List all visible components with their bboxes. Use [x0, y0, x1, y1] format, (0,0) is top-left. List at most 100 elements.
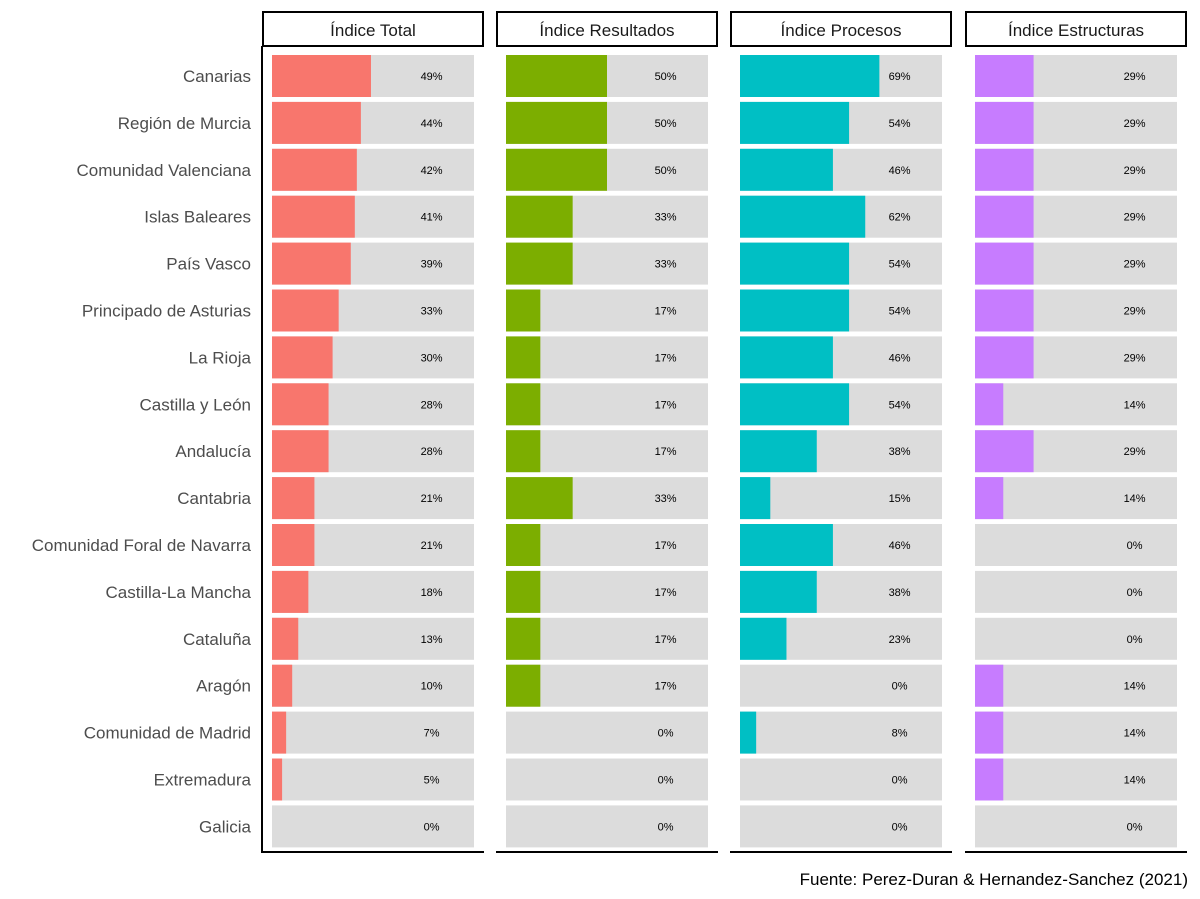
data-bar — [272, 711, 287, 754]
category-label: Principado de Asturias — [82, 302, 251, 321]
data-label: 28% — [421, 446, 443, 458]
data-bar — [740, 242, 850, 285]
data-bar — [975, 289, 1034, 332]
data-bar — [272, 242, 351, 285]
data-label: 0% — [658, 775, 674, 787]
category-label: Cataluña — [183, 630, 252, 649]
facet-strip — [496, 11, 718, 47]
background-bar — [506, 758, 708, 801]
data-label: 17% — [655, 634, 677, 646]
data-label: 23% — [889, 634, 911, 646]
data-bar — [740, 289, 850, 332]
data-label: 46% — [889, 540, 911, 552]
data-label: 17% — [655, 681, 677, 693]
facet-title: Índice Procesos — [781, 21, 902, 40]
data-bar — [975, 148, 1034, 191]
data-label: 8% — [892, 728, 908, 740]
background-bar — [975, 524, 1177, 566]
category-label: Castilla-La Mancha — [105, 583, 251, 602]
data-bar — [272, 383, 329, 426]
data-bar — [272, 570, 309, 613]
data-label: 33% — [655, 493, 677, 505]
category-label: Aragón — [196, 677, 251, 696]
data-bar — [506, 524, 541, 566]
data-label: 28% — [421, 399, 443, 411]
data-label: 30% — [421, 352, 443, 364]
data-label: 17% — [655, 446, 677, 458]
data-label: 0% — [424, 821, 440, 833]
data-bar — [272, 664, 293, 707]
data-label: 14% — [1124, 681, 1146, 693]
data-bar — [272, 477, 315, 520]
category-label: Andalucía — [175, 442, 251, 461]
data-label: 17% — [655, 540, 677, 552]
data-bar — [975, 101, 1034, 144]
data-label: 33% — [421, 306, 443, 318]
data-bar — [506, 101, 607, 144]
data-label: 29% — [1124, 306, 1146, 318]
data-label: 21% — [421, 493, 443, 505]
data-bar — [272, 148, 357, 191]
data-label: 0% — [658, 821, 674, 833]
category-label: Comunidad Foral de Navarra — [32, 536, 252, 555]
data-bar — [506, 289, 541, 332]
data-label: 41% — [421, 212, 443, 224]
data-bar — [740, 430, 817, 473]
data-label: 0% — [1127, 634, 1143, 646]
data-bar — [975, 477, 1004, 520]
data-label: 15% — [889, 493, 911, 505]
data-label: 18% — [421, 587, 443, 599]
data-bar — [506, 242, 573, 285]
data-bar — [975, 336, 1034, 379]
data-bar — [506, 195, 573, 238]
data-bar — [272, 289, 339, 332]
data-label: 29% — [1124, 165, 1146, 177]
data-label: 62% — [889, 212, 911, 224]
background-bar — [975, 617, 1177, 660]
data-bar — [272, 101, 361, 144]
data-bar — [272, 430, 329, 473]
data-bar — [506, 55, 607, 97]
category-label: Castilla y León — [139, 395, 251, 414]
data-bar — [272, 617, 299, 660]
data-label: 46% — [889, 352, 911, 364]
data-bar — [975, 383, 1004, 426]
background-bar — [975, 758, 1177, 801]
data-bar — [272, 336, 333, 379]
data-bar — [506, 148, 607, 191]
background-bar — [975, 664, 1177, 707]
data-label: 33% — [655, 259, 677, 271]
background-bar — [975, 570, 1177, 613]
data-bar — [740, 524, 833, 566]
data-label: 0% — [1127, 587, 1143, 599]
category-label: Islas Baleares — [144, 208, 251, 227]
data-bar — [740, 101, 850, 144]
data-label: 17% — [655, 587, 677, 599]
category-label: País Vasco — [166, 255, 251, 274]
background-bar — [506, 805, 708, 848]
data-label: 13% — [421, 634, 443, 646]
data-label: 50% — [655, 118, 677, 130]
category-label: Canarias — [183, 67, 251, 86]
data-bar — [506, 477, 573, 520]
background-bar — [506, 711, 708, 754]
background-bar — [272, 758, 474, 801]
category-label: Región de Murcia — [118, 114, 252, 133]
category-label: Galicia — [199, 817, 252, 836]
data-label: 29% — [1124, 212, 1146, 224]
background-bar — [272, 805, 474, 848]
data-bar — [740, 55, 880, 97]
data-label: 10% — [421, 681, 443, 693]
data-bar — [272, 55, 371, 97]
data-bar — [975, 195, 1034, 238]
background-bar — [272, 711, 474, 754]
category-label: Cantabria — [177, 489, 251, 508]
data-label: 54% — [889, 118, 911, 130]
data-bar — [740, 336, 833, 379]
data-label: 0% — [658, 728, 674, 740]
background-bar — [975, 383, 1177, 426]
data-label: 14% — [1124, 775, 1146, 787]
data-bar — [506, 570, 541, 613]
data-label: 69% — [889, 71, 911, 83]
